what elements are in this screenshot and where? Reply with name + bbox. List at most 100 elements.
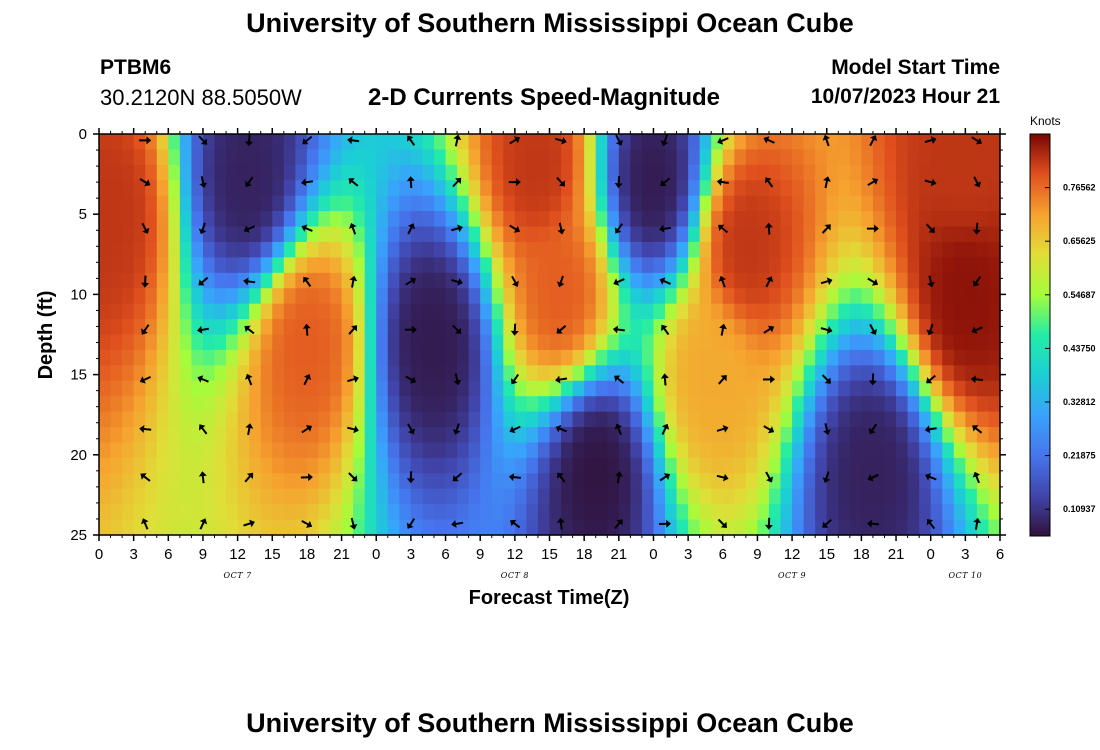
heatmap-cell [260, 319, 273, 336]
direction-arrow [972, 222, 981, 235]
heatmap-cell [676, 319, 689, 336]
heatmap-cell [757, 303, 770, 320]
heatmap-cell [457, 365, 470, 382]
heatmap-cell [387, 149, 400, 166]
direction-arrow [555, 375, 568, 384]
heatmap-cell [99, 319, 112, 336]
heatmap-cell [711, 319, 724, 336]
direction-arrow [614, 176, 623, 189]
heatmap-cell [953, 149, 966, 166]
heatmap-cell [699, 519, 712, 536]
direction-arrow [971, 136, 982, 145]
heatmap-cell [514, 365, 527, 382]
direction-arrow [718, 224, 729, 234]
heatmap-cell [838, 241, 851, 258]
heatmap-cell [942, 180, 955, 197]
heatmap-cell [838, 473, 851, 490]
heatmap-cell [376, 149, 389, 166]
direction-arrow [347, 425, 359, 434]
heatmap-cell [330, 473, 343, 490]
heatmap-cell [249, 241, 262, 258]
heatmap-cell [237, 334, 250, 351]
heatmap-cell [168, 473, 181, 490]
heatmap-cell [641, 457, 655, 474]
heatmap-cell [722, 504, 735, 521]
heatmap-cell [457, 272, 470, 289]
heatmap-cell [341, 303, 354, 320]
direction-arrow [348, 178, 359, 187]
heatmap-cell [514, 211, 527, 228]
heatmap-cell [872, 442, 886, 459]
heatmap-cell [306, 349, 320, 366]
heatmap-cell [306, 457, 320, 474]
heatmap-cell [191, 226, 204, 243]
heatmap-cell [699, 457, 712, 474]
heatmap-cell [202, 427, 216, 444]
heatmap-cell [768, 488, 782, 505]
heatmap-cell [537, 211, 551, 228]
heatmap-cell [99, 272, 112, 289]
heatmap-cell [491, 319, 504, 336]
heatmap-cell [815, 180, 828, 197]
heatmap-cell [410, 411, 424, 428]
direction-arrow [614, 223, 624, 234]
heatmap-cell [942, 241, 955, 258]
heatmap-cell [537, 164, 551, 181]
heatmap-cell [191, 427, 204, 444]
heatmap-cell [168, 241, 181, 258]
heatmap-cell [214, 380, 227, 397]
heatmap-cell [364, 272, 377, 289]
heatmap-cell [133, 457, 146, 474]
heatmap-cell [295, 365, 308, 382]
heatmap-cell [260, 504, 273, 521]
heatmap-cell [295, 195, 308, 212]
direction-arrow [349, 275, 358, 288]
heatmap-cell [145, 427, 158, 444]
heatmap-cell [745, 334, 759, 351]
heatmap-cell [826, 149, 839, 166]
heatmap-cell [838, 319, 851, 336]
heatmap-cell [965, 380, 978, 397]
heatmap-cell [665, 303, 678, 320]
heatmap-cell [930, 427, 943, 444]
heatmap-cell [942, 411, 955, 428]
heatmap-cell [364, 349, 377, 366]
heatmap-cell [630, 288, 643, 305]
heatmap-cell [122, 257, 135, 274]
heatmap-cell [907, 457, 920, 474]
heatmap-cell [711, 241, 724, 258]
heatmap-cell [676, 180, 689, 197]
heatmap-cell [861, 134, 874, 151]
heatmap-cell [122, 380, 135, 397]
heatmap-cell [792, 473, 805, 490]
heatmap-cell [283, 288, 296, 305]
heatmap-cell [249, 134, 262, 151]
heatmap-cell [468, 504, 481, 521]
heatmap-cell [549, 411, 562, 428]
heatmap-cell [226, 349, 239, 366]
heatmap-cell [480, 134, 493, 151]
heatmap-cell [768, 411, 782, 428]
heatmap-cell [387, 396, 400, 413]
heatmap-cell [226, 334, 239, 351]
heatmap-cell [815, 411, 828, 428]
heatmap-cell [457, 149, 470, 166]
heatmap-cell [433, 319, 447, 336]
heatmap-cell [306, 272, 320, 289]
heatmap-cell [202, 411, 216, 428]
heatmap-cell [803, 241, 816, 258]
direction-arrow [867, 519, 880, 528]
heatmap-cell [433, 164, 447, 181]
heatmap-cell [849, 272, 862, 289]
direction-arrow [510, 323, 519, 336]
heatmap-cell [722, 442, 735, 459]
heatmap-cell [561, 488, 574, 505]
heatmap-cell [942, 134, 955, 151]
heatmap-cell [422, 180, 435, 197]
heatmap-cell [757, 272, 770, 289]
heatmap-cell [861, 164, 874, 181]
heatmap-cell [653, 211, 666, 228]
direction-arrow [244, 472, 254, 483]
heatmap-cell [884, 134, 897, 151]
heatmap-cell [780, 180, 793, 197]
